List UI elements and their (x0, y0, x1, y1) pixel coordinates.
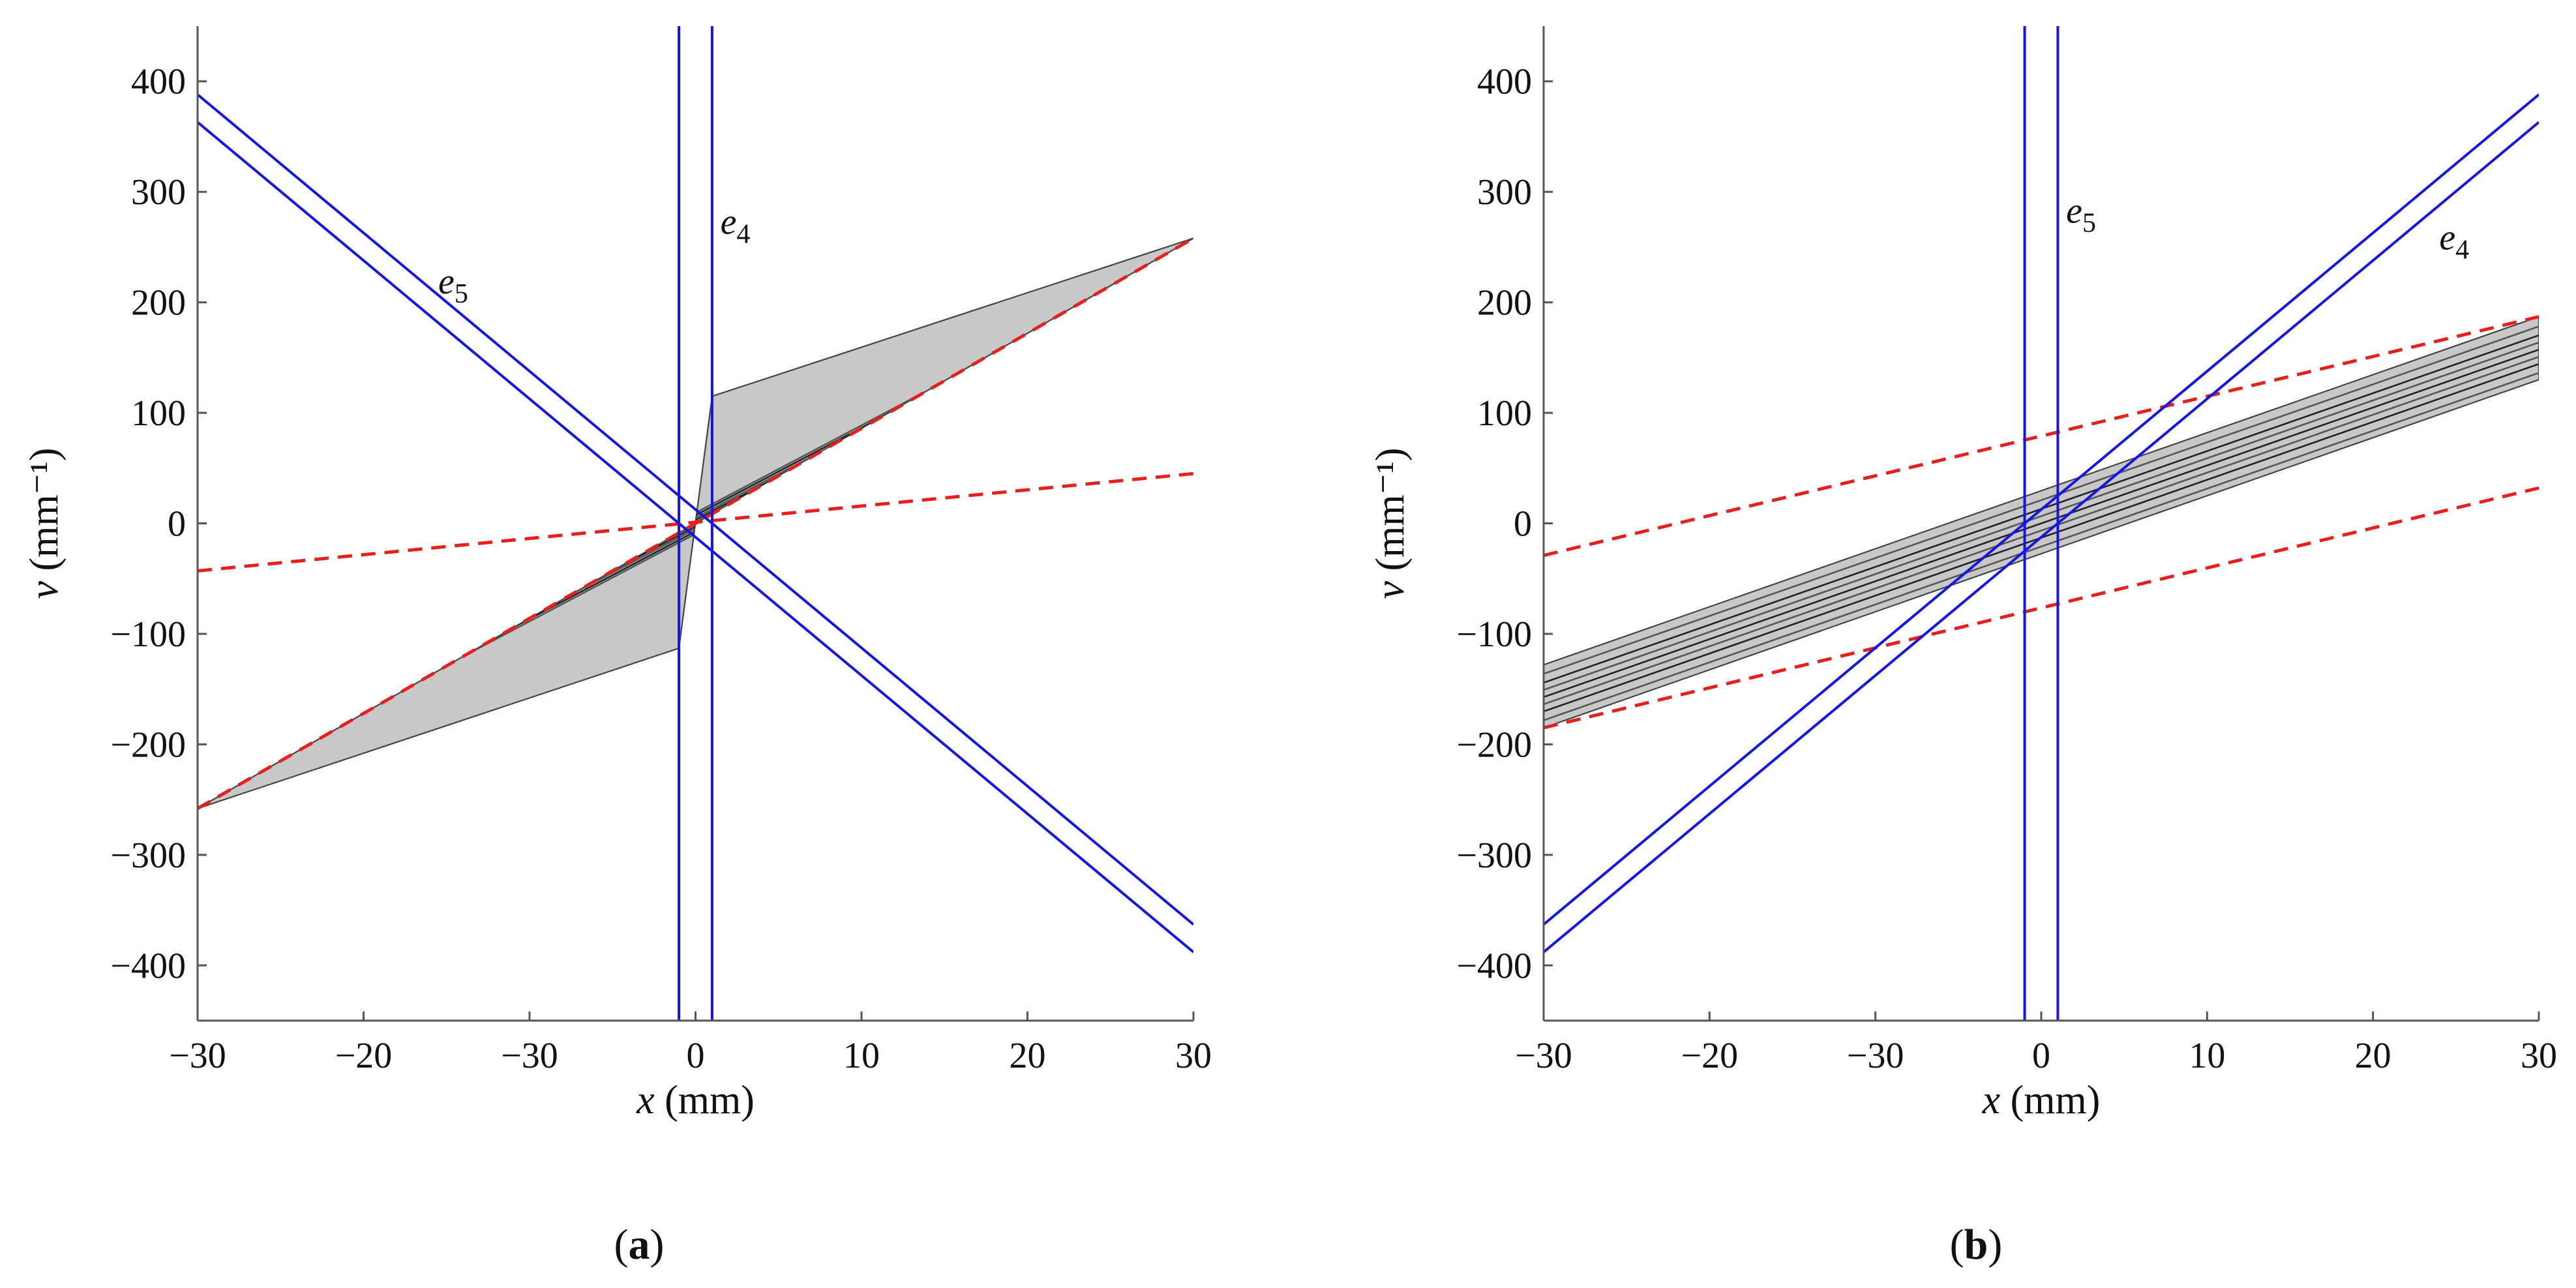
hatch-line (1544, 316, 2539, 704)
x-tick-label: −30 (169, 1036, 226, 1076)
y-tick-label: 100 (131, 393, 186, 434)
y-tick-label: 200 (1477, 283, 1532, 323)
hatch-line (198, 238, 1193, 809)
hatch-line (198, 238, 1193, 809)
x-tick-label: −30 (1847, 1036, 1904, 1076)
y-tick-label: −300 (110, 835, 186, 876)
hatch-line (1544, 343, 2539, 728)
y-tick-label: 100 (1477, 393, 1532, 434)
x-tick-label: 20 (2355, 1036, 2391, 1076)
y-tick-label: −100 (1456, 614, 1532, 655)
y-tick-label: −400 (1456, 946, 1532, 986)
y-tick-label: −300 (1456, 835, 1532, 876)
x-tick-label: 20 (1010, 1036, 1046, 1076)
x-tick-label: 10 (2189, 1036, 2225, 1076)
x-tick-label: 30 (2521, 1036, 2557, 1076)
x-tick-label: 30 (1175, 1036, 1212, 1076)
e5-upper-line (198, 93, 1193, 926)
hatch-line (1544, 316, 2539, 720)
y-tick-label: 400 (1477, 62, 1532, 102)
y-axis-label: ν (mm⁻¹) (22, 447, 67, 599)
y-tick-label: −100 (110, 614, 186, 655)
x-axis-label: x (mm) (1982, 1078, 2101, 1122)
hatch-line (198, 238, 1193, 809)
y-tick-label: 400 (131, 62, 186, 102)
curve-label-e4: e4 (2439, 217, 2469, 265)
x-tick-label: −20 (1681, 1036, 1739, 1076)
y-tick-label: 300 (1477, 172, 1532, 213)
e4-lower-line (1544, 121, 2539, 953)
y-tick-label: 0 (168, 504, 186, 545)
hatch-line (1544, 327, 2539, 728)
acceptance-lower-line (1544, 486, 2539, 730)
y-tick-label: 200 (131, 283, 186, 323)
panel-b: −30 −20 −30 0 10 20 304003002001000−100−200−30… (1368, 26, 2557, 1268)
acceptance-lower-line (198, 237, 1193, 810)
panel-label: (a) (614, 1221, 665, 1268)
acceptance-upper-line (1544, 315, 2539, 558)
e5-lower-line (198, 121, 1193, 953)
y-tick-label: 300 (131, 172, 186, 213)
plot-area (198, 26, 1193, 1021)
x-tick-label: −20 (335, 1036, 393, 1076)
x-tick-label: 0 (2032, 1036, 2050, 1076)
x-axis-label: x (mm) (636, 1078, 755, 1122)
x-tick-label: −30 (1515, 1036, 1572, 1076)
hatch-line (1544, 320, 2539, 727)
y-axis-label: ν (mm⁻¹) (1368, 447, 1413, 599)
y-tick-label: −200 (110, 725, 186, 765)
e4-upper-line (1544, 93, 2539, 926)
curve-label-e4: e4 (721, 202, 751, 250)
x-tick-label: 10 (843, 1036, 880, 1076)
panel-a: −30 −20 −30 0 10 20 304003002001000−100−200−30… (22, 26, 1212, 1268)
y-tick-label: 0 (1514, 504, 1532, 545)
curve-label-e5: e5 (2066, 191, 2096, 239)
x-tick-label: −30 (501, 1036, 558, 1076)
hatch-line (198, 238, 1193, 809)
panel-label: (b) (1950, 1221, 2003, 1268)
hatch-line (198, 238, 1193, 809)
curve-label-e5: e5 (438, 262, 468, 309)
x-tick-label: 0 (687, 1036, 705, 1076)
plot-area (1544, 26, 2539, 1021)
y-tick-label: −400 (110, 946, 186, 986)
y-tick-label: −200 (1456, 725, 1532, 765)
